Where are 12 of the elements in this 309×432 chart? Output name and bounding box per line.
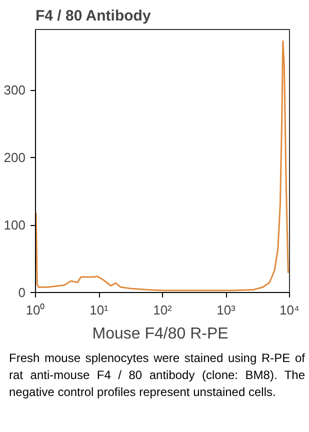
y-tick-label: 300 [4,82,26,98]
x-tick-label: 10¹ [90,302,110,318]
y-tick-label: 200 [4,150,26,166]
x-tick-label: 10⁰ [26,302,46,318]
y-tick-label: 100 [4,218,26,233]
x-tick-label: 10² [153,302,173,318]
x-axis-title: Mouse F4/80 R-PE [92,326,228,342]
x-tick-label: 10⁴ [279,302,300,318]
chart-title: F4 / 80 Antibody [36,8,152,24]
text: Fresh mouse splenocytes were stained using R-PE of rat anti-mouse F4 / 80 antibody (clone: BM8). The negative control profiles represent unstained cells. [9,350,305,402]
x-tick-label: 10³ [216,302,236,318]
y-tick-label: 0 [18,285,26,300]
